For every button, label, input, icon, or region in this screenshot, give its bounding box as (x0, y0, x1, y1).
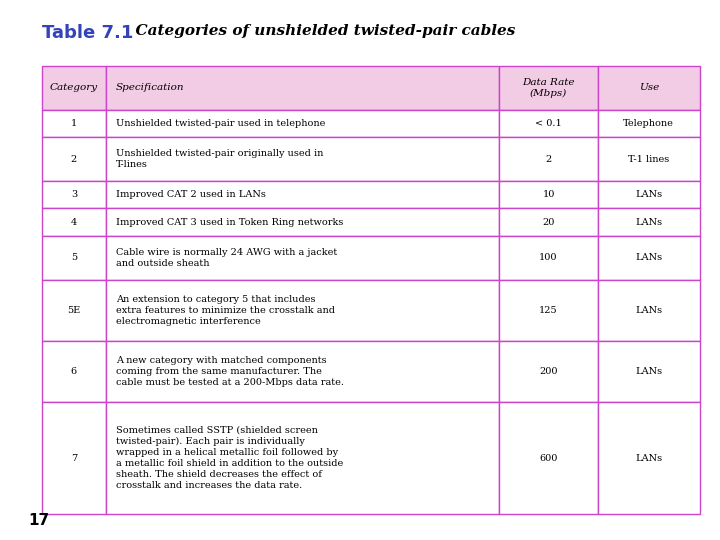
Bar (106, 280, 500, 341)
Text: 5E: 5E (67, 306, 81, 315)
Text: 10: 10 (542, 191, 554, 199)
Text: LANs: LANs (635, 253, 662, 262)
Text: Table 7.1: Table 7.1 (42, 24, 133, 42)
Text: LANs: LANs (635, 454, 662, 463)
Bar (42, 208, 106, 235)
Bar (500, 402, 598, 514)
Text: 200: 200 (539, 367, 558, 376)
Bar (42, 137, 106, 181)
Bar (500, 280, 598, 341)
Bar (500, 181, 598, 208)
Text: 600: 600 (539, 454, 558, 463)
Bar (598, 110, 700, 137)
Bar (42, 402, 106, 514)
Bar (500, 66, 598, 110)
Bar (42, 280, 106, 341)
Text: 6: 6 (71, 367, 77, 376)
Text: 1: 1 (71, 119, 77, 128)
Text: Categories of unshielded twisted-pair cables: Categories of unshielded twisted-pair ca… (125, 24, 515, 38)
Bar (42, 110, 106, 137)
Bar (42, 181, 106, 208)
Bar (106, 137, 500, 181)
Text: 100: 100 (539, 253, 558, 262)
Bar (500, 341, 598, 402)
Text: Category: Category (50, 84, 98, 92)
Text: 125: 125 (539, 306, 558, 315)
Bar (500, 208, 598, 235)
Bar (106, 208, 500, 235)
Text: LANs: LANs (635, 191, 662, 199)
Text: 5: 5 (71, 253, 77, 262)
Bar (106, 181, 500, 208)
Text: Cable wire is normally 24 AWG with a jacket
and outside sheath: Cable wire is normally 24 AWG with a jac… (116, 248, 337, 268)
Text: 2: 2 (71, 155, 77, 164)
Text: Improved CAT 3 used in Token Ring networks: Improved CAT 3 used in Token Ring networ… (116, 218, 343, 227)
Bar (500, 235, 598, 280)
Text: < 0.1: < 0.1 (535, 119, 562, 128)
Bar (42, 66, 106, 110)
Bar (598, 280, 700, 341)
Text: 20: 20 (542, 218, 554, 227)
Text: T-1 lines: T-1 lines (628, 155, 670, 164)
Bar (106, 235, 500, 280)
Bar (598, 137, 700, 181)
Text: Telephone: Telephone (624, 119, 674, 128)
Bar (598, 181, 700, 208)
Bar (106, 341, 500, 402)
Text: Data Rate
(Mbps): Data Rate (Mbps) (522, 78, 575, 98)
Text: LANs: LANs (635, 306, 662, 315)
Text: 3: 3 (71, 191, 77, 199)
Bar (598, 402, 700, 514)
Text: A new category with matched components
coming from the same manufacturer. The
ca: A new category with matched components c… (116, 356, 344, 387)
Bar (106, 66, 500, 110)
Bar (500, 110, 598, 137)
Text: 17: 17 (29, 513, 50, 528)
Text: LANs: LANs (635, 218, 662, 227)
Text: 4: 4 (71, 218, 77, 227)
Text: Unshielded twisted-pair used in telephone: Unshielded twisted-pair used in telephon… (116, 119, 325, 128)
Text: Use: Use (639, 84, 659, 92)
Bar (500, 137, 598, 181)
Bar (106, 110, 500, 137)
Text: Unshielded twisted-pair originally used in
T-lines: Unshielded twisted-pair originally used … (116, 149, 323, 170)
Bar (42, 341, 106, 402)
Text: 2: 2 (546, 155, 552, 164)
Text: An extension to category 5 that includes
extra features to minimize the crosstal: An extension to category 5 that includes… (116, 295, 335, 326)
Bar (598, 208, 700, 235)
Bar (598, 66, 700, 110)
Bar (598, 341, 700, 402)
Text: Sometimes called SSTP (shielded screen
twisted-pair). Each pair is individually
: Sometimes called SSTP (shielded screen t… (116, 426, 343, 490)
Bar (598, 235, 700, 280)
Text: LANs: LANs (635, 367, 662, 376)
Bar (42, 235, 106, 280)
Text: Specification: Specification (116, 84, 184, 92)
Text: 7: 7 (71, 454, 77, 463)
Text: Improved CAT 2 used in LANs: Improved CAT 2 used in LANs (116, 191, 266, 199)
Bar (106, 402, 500, 514)
